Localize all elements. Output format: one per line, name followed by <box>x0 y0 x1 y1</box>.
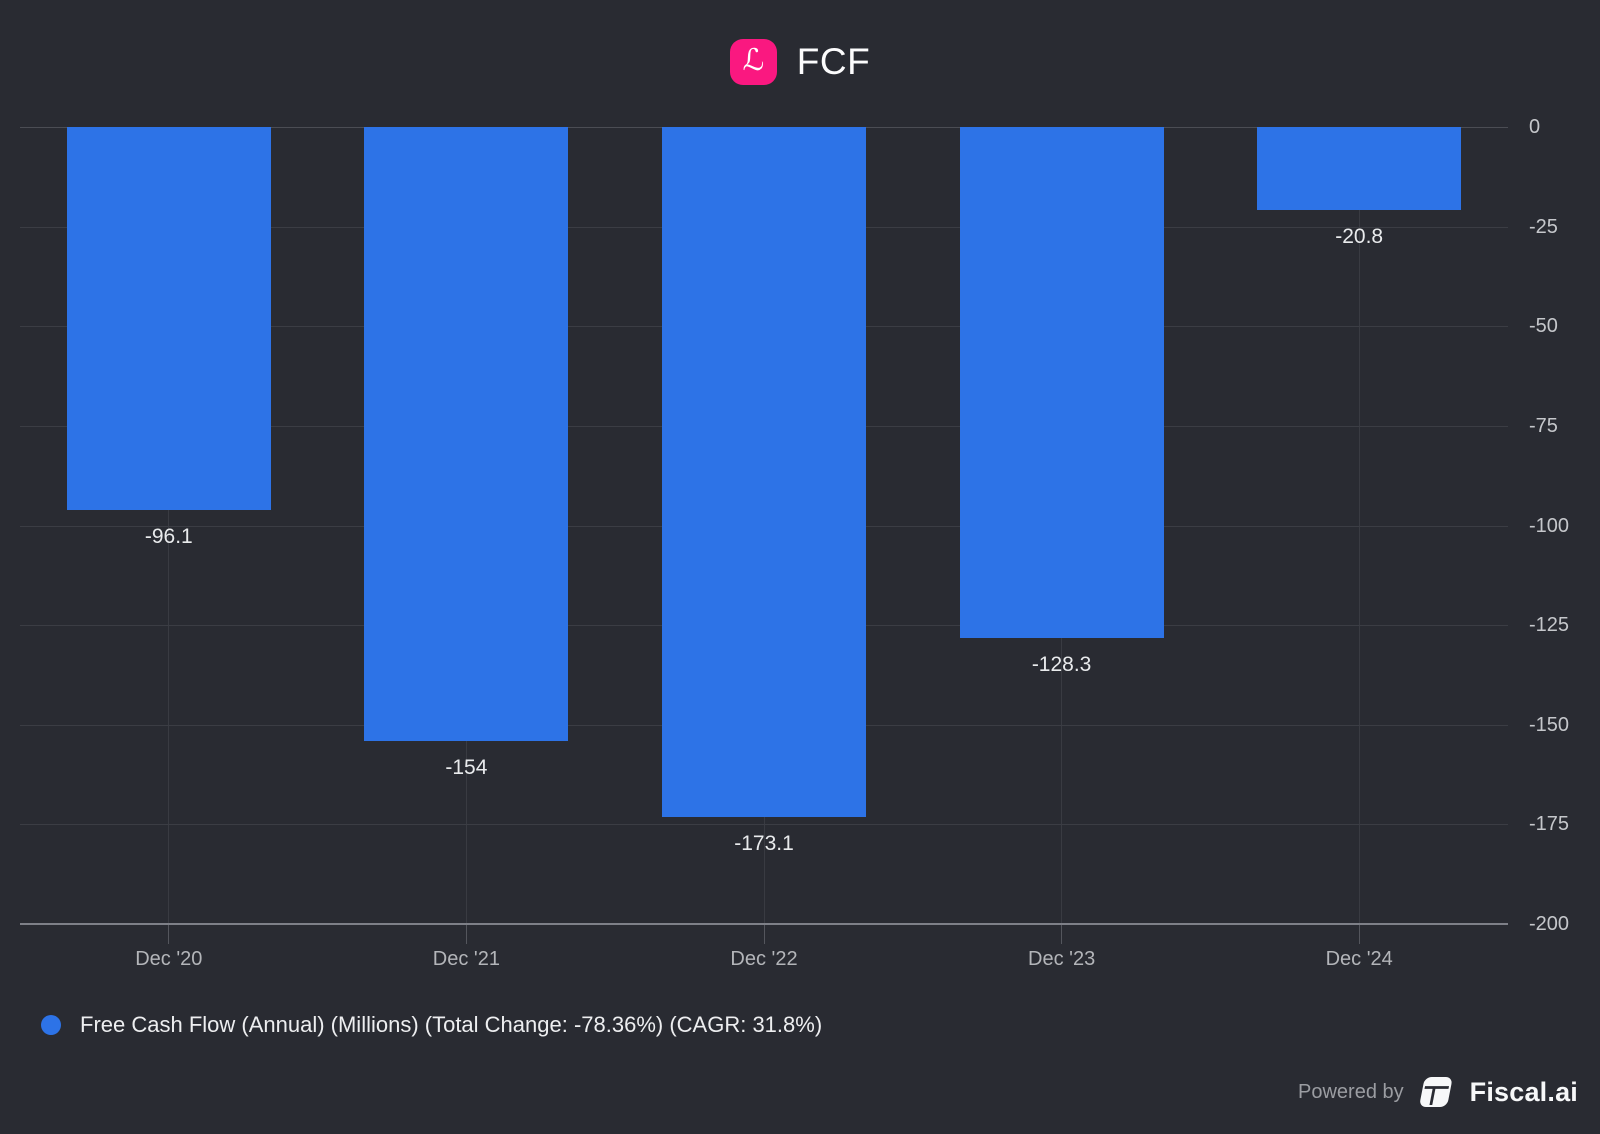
bar-dec-23[interactable] <box>959 127 1164 639</box>
bar-value-label: -154 <box>445 755 488 779</box>
y-axis-tick-label: 0 <box>1529 116 1541 138</box>
y-axis-tick-label: -150 <box>1529 713 1570 736</box>
y-axis-tick-label: -50 <box>1529 315 1558 338</box>
bar-dec-22[interactable] <box>662 127 866 817</box>
x-axis-label: Dec '21 <box>432 948 500 970</box>
powered-by-text: Powered by <box>1298 1080 1404 1103</box>
brand-name: Fiscal.ai <box>1469 1076 1578 1107</box>
bar-value-label: -96.1 <box>144 524 193 548</box>
x-axis-label: Dec '20 <box>135 948 203 970</box>
bar-chart-plot-area: 0 -25 -50 -75 -100 -125 -150 -175 -200 -96.1 Dec '… <box>20 116 1569 970</box>
legend-marker-icon <box>41 1015 61 1035</box>
powered-by-footer[interactable]: Powered by Fiscal.ai <box>1298 1072 1578 1112</box>
bar-dec-20[interactable] <box>66 127 271 510</box>
bar-value-label: -128.3 <box>1031 653 1092 677</box>
script-l-glyph: ℒ <box>742 43 765 78</box>
legend-label: Free Cash Flow (Annual) (Millions) (Tota… <box>80 1012 823 1037</box>
chart-title: FCF <box>796 41 871 82</box>
x-axis-tick <box>168 924 170 944</box>
y-axis-tick-label: -125 <box>1529 614 1570 637</box>
bar-value-label: -20.8 <box>1335 224 1384 248</box>
y-axis-tick-label: -25 <box>1529 215 1558 238</box>
fiscal-logo-icon <box>1419 1077 1452 1107</box>
legend[interactable]: Free Cash Flow (Annual) (Millions) (Tota… <box>41 1010 822 1040</box>
y-axis-tick-label: -75 <box>1529 414 1558 437</box>
x-axis-tick <box>1358 924 1360 944</box>
x-axis-tick <box>465 924 467 944</box>
bar-dec-21[interactable] <box>364 127 569 741</box>
bar-value-label: -173.1 <box>734 831 794 855</box>
x-axis-tick <box>1061 924 1063 944</box>
y-axis-tick-label: -100 <box>1529 514 1570 537</box>
x-axis-label: Dec '22 <box>730 948 798 970</box>
y-axis-tick-label: -200 <box>1529 913 1570 935</box>
x-axis-label: Dec '23 <box>1028 948 1096 970</box>
horizontal-gridline <box>20 824 1508 826</box>
x-axis-label: Dec '24 <box>1325 948 1393 970</box>
app-logo-icon: ℒ <box>729 39 777 85</box>
x-axis-line <box>20 923 1508 925</box>
x-axis-tick <box>763 924 765 944</box>
bar-dec-24[interactable] <box>1257 127 1462 210</box>
chart-header: ℒ FCF <box>0 33 1600 91</box>
y-axis-tick-label: -175 <box>1529 813 1570 836</box>
